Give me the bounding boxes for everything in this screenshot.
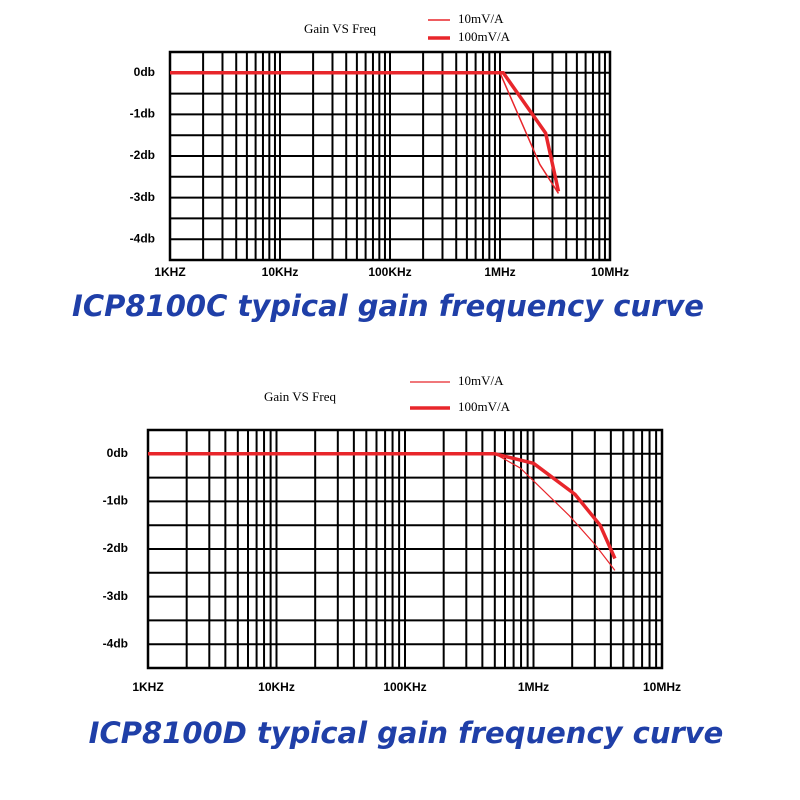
y-tick-label: -4db — [130, 231, 155, 245]
x-tick-label: 1KHZ — [132, 680, 163, 694]
y-tick-label: -4db — [103, 636, 128, 650]
legend-label: 100mV/A — [458, 29, 511, 44]
x-tick-label: 100KHz — [383, 680, 426, 694]
chart-title: Gain VS Freq — [304, 21, 376, 36]
x-tick-label: 10MHz — [591, 265, 629, 279]
y-tick-label: 0db — [107, 446, 128, 460]
y-tick-label: -2db — [130, 148, 155, 162]
y-tick-label: -2db — [103, 541, 128, 555]
series-line — [170, 71, 561, 192]
y-tick-label: -3db — [130, 190, 155, 204]
x-tick-label: 1KHZ — [154, 265, 185, 279]
x-tick-label: 10KHz — [258, 680, 295, 694]
legend-label: 100mV/A — [458, 399, 511, 414]
x-tick-label: 100KHz — [368, 265, 411, 279]
y-tick-label: 0db — [134, 65, 155, 79]
y-tick-label: -1db — [130, 107, 155, 121]
legend-label: 10mV/A — [458, 11, 504, 26]
y-tick-label: -3db — [103, 589, 128, 603]
plot-frame — [168, 50, 612, 262]
plot-frame — [146, 428, 664, 670]
chart-title: Gain VS Freq — [264, 389, 336, 404]
caption: ICP8100D typical gain frequency curve — [89, 716, 724, 750]
x-tick-label: 10MHz — [643, 680, 681, 694]
x-tick-label: 10KHz — [262, 265, 299, 279]
legend-label: 10mV/A — [458, 373, 504, 388]
caption: ICP8100C typical gain frequency curve — [72, 289, 704, 323]
series-line — [148, 452, 617, 560]
x-tick-label: 1MHz — [484, 265, 515, 279]
x-tick-label: 1MHz — [518, 680, 549, 694]
y-tick-label: -1db — [103, 494, 128, 508]
